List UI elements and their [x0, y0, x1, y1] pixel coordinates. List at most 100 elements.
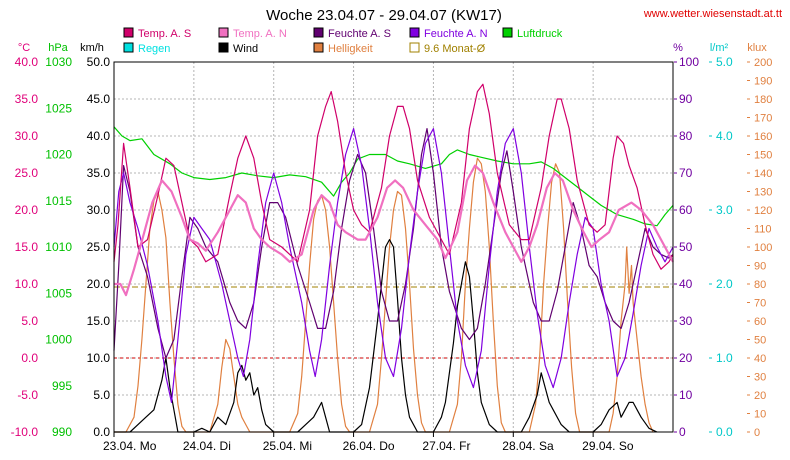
- legend-swatch: [123, 42, 134, 53]
- tick-label-press: 1025: [45, 101, 72, 115]
- legend-swatch: [502, 27, 513, 38]
- tick-label-hum: 100: [679, 55, 699, 69]
- tick-label-temp: 5.0: [21, 314, 38, 328]
- series-layer: [113, 83, 674, 433]
- tick-label-lux: 40: [754, 353, 766, 365]
- legend-swatch: [123, 27, 134, 38]
- tick-label-hum: 60: [679, 203, 693, 217]
- tick-label-temp: 40.0: [15, 55, 39, 69]
- tick-label-lux: 150: [754, 150, 772, 162]
- series-line-feuchte-a-n: [113, 128, 674, 403]
- tick-label-wind: 45.0: [87, 92, 111, 106]
- tick-label-wind: 0.0: [93, 425, 110, 439]
- legend-label: Temp. A. S: [138, 28, 191, 40]
- x-tick-label: 23.04. Mo: [103, 439, 157, 453]
- tick-label-wind: 20.0: [87, 277, 111, 291]
- tick-label-wind: 25.0: [87, 240, 111, 254]
- tick-label-lux: 200: [754, 57, 772, 69]
- legend-swatch: [313, 27, 324, 38]
- plot-grid: [114, 62, 673, 432]
- tick-label-temp: 25.0: [15, 166, 39, 180]
- y-axes: 40.0 35.0 30.0 25.0 20.0 15.0 10.0 5.0 0.0 -5.0 -1…: [11, 42, 773, 439]
- legend-swatch: [218, 42, 229, 53]
- series-line-feuchte-a-s: [113, 128, 674, 359]
- tick-label-press: 1030: [45, 55, 72, 69]
- tick-label-hum: 0: [679, 425, 686, 439]
- tick-label-lux: 120: [754, 205, 772, 217]
- tick-label-lux: 110: [754, 224, 772, 236]
- tick-label-temp: -10.0: [11, 425, 39, 439]
- tick-label-temp: 20.0: [15, 203, 39, 217]
- legend-label: Feuchte A. N: [424, 28, 488, 40]
- tick-label-temp: 10.0: [15, 277, 39, 291]
- tick-label-press: 1010: [45, 240, 72, 254]
- tick-label-wind: 35.0: [87, 166, 111, 180]
- tick-label-lux: 30: [754, 372, 766, 384]
- tick-label-rain: 0.0: [716, 425, 733, 439]
- legend-swatch: [409, 42, 420, 53]
- tick-label-lux: 10: [754, 409, 766, 421]
- tick-label-press: 995: [52, 379, 72, 393]
- axis-unit-hum: %: [673, 42, 683, 54]
- tick-label-hum: 20: [679, 351, 693, 365]
- tick-label-wind: 5.0: [93, 388, 110, 402]
- tick-label-wind: 15.0: [87, 314, 111, 328]
- chart-title: Woche 23.04.07 - 29.04.07 (KW17): [266, 7, 502, 24]
- legend-swatch: [313, 42, 324, 53]
- x-tick-label: 24.04. Di: [183, 439, 231, 453]
- tick-label-rain: 1.0: [716, 351, 733, 365]
- x-tick-label: 26.04. Do: [343, 439, 395, 453]
- tick-label-lux: 70: [754, 298, 766, 310]
- reference-lines: [114, 286, 673, 359]
- tick-label-lux: 50: [754, 335, 766, 347]
- legend: Temp. A. S Temp. A. N Feuchte A. S Feuchte …: [123, 27, 563, 55]
- x-tick-label: 28.04. Sa: [502, 439, 554, 453]
- tick-label-lux: 160: [754, 131, 772, 143]
- axis-unit-press: hPa: [48, 42, 68, 54]
- series-line-temp-a-n: [114, 164, 674, 297]
- tick-label-wind: 10.0: [87, 351, 111, 365]
- tick-label-temp: -5.0: [17, 388, 38, 402]
- tick-label-rain: 5.0: [716, 55, 733, 69]
- axis-unit-rain: l/m²: [710, 42, 729, 54]
- tick-label-lux: 130: [754, 187, 772, 199]
- source-link[interactable]: www.wetter.wiesenstadt.at.tt: [643, 8, 782, 20]
- series-line-luftdruck: [113, 126, 674, 227]
- tick-label-hum: 10: [679, 388, 693, 402]
- tick-label-lux: 0: [754, 427, 760, 439]
- tick-label-lux: 170: [754, 113, 772, 125]
- tick-label-wind: 30.0: [87, 203, 111, 217]
- tick-label-lux: 90: [754, 261, 766, 273]
- tick-label-lux: 100: [754, 242, 772, 254]
- tick-label-temp: 35.0: [15, 92, 39, 106]
- legend-swatch: [409, 27, 420, 38]
- x-axis-ticks: 23.04. Mo 24.04. Di 25.04. Mi 26.04. Do 27.0…: [103, 432, 634, 453]
- tick-label-hum: 70: [679, 166, 693, 180]
- tick-label-hum: 80: [679, 129, 693, 143]
- tick-label-press: 1005: [45, 286, 72, 300]
- tick-label-rain: 2.0: [716, 277, 733, 291]
- legend-swatch: [218, 27, 229, 38]
- legend-label: Regen: [138, 43, 170, 55]
- series-line-wind: [114, 239, 658, 433]
- legend-label: Wind: [233, 43, 258, 55]
- tick-label-press: 1015: [45, 194, 72, 208]
- tick-label-lux: 180: [754, 94, 772, 106]
- tick-label-hum: 40: [679, 277, 693, 291]
- tick-label-hum: 90: [679, 92, 693, 106]
- tick-label-lux: 20: [754, 390, 766, 402]
- tick-label-press: 1020: [45, 148, 72, 162]
- tick-label-hum: 30: [679, 314, 693, 328]
- tick-label-lux: 140: [754, 168, 772, 180]
- tick-label-rain: 3.0: [716, 203, 733, 217]
- tick-label-wind: 40.0: [87, 129, 111, 143]
- legend-label: Temp. A. N: [233, 28, 287, 40]
- x-tick-label: 27.04. Fr: [422, 439, 470, 453]
- axis-unit-wind: km/h: [80, 42, 104, 54]
- tick-label-lux: 80: [754, 279, 766, 291]
- tick-label-lux: 190: [754, 76, 772, 88]
- legend-label: Feuchte A. S: [328, 28, 391, 40]
- tick-label-temp: 30.0: [15, 129, 39, 143]
- legend-label: Luftdruck: [517, 28, 563, 40]
- tick-label-temp: 15.0: [15, 240, 39, 254]
